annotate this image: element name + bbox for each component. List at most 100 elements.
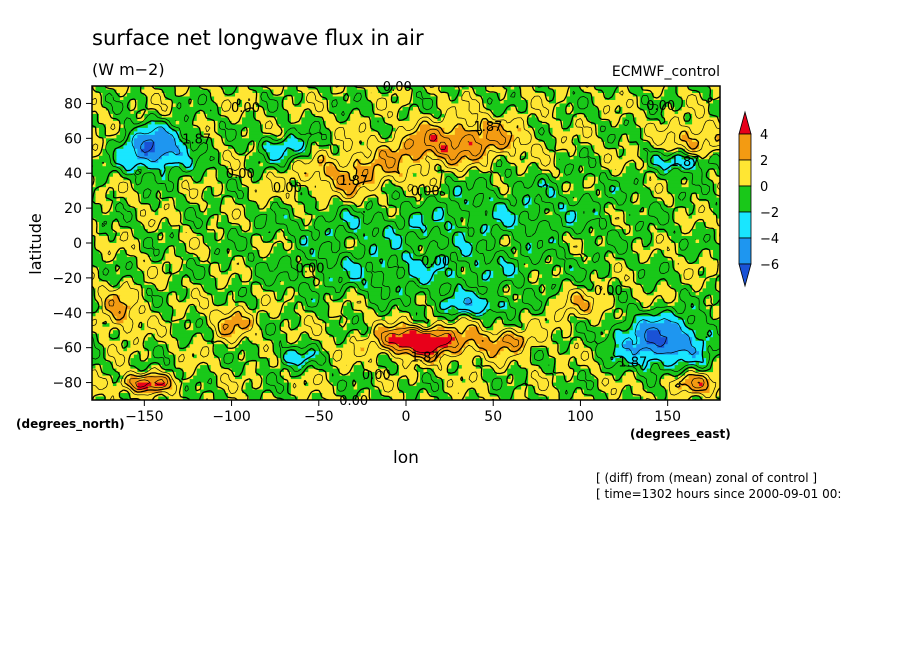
field-cell-1779 <box>465 267 505 272</box>
field-cell-4 <box>144 86 156 91</box>
field-cell-2138 <box>189 305 198 310</box>
field-cell-2732 <box>678 361 690 366</box>
field-cell-688 <box>426 152 435 157</box>
field-cell-73 <box>521 89 536 94</box>
field-cell-3076 <box>228 396 250 400</box>
field-cell-1839 <box>364 274 411 279</box>
field-cell-902 <box>524 173 554 178</box>
field-cell-622 <box>594 145 606 150</box>
field-cell-2524 <box>615 340 627 345</box>
field-cell-428 <box>549 124 564 129</box>
field-cell-310 <box>207 113 222 118</box>
field-cell-1601 <box>210 249 229 255</box>
field-cell-2333 <box>493 323 505 328</box>
field-cell-2679 <box>269 358 281 363</box>
field-cell-2244 <box>207 316 233 321</box>
field-cell-2261 <box>437 316 459 321</box>
field-cell-1553 <box>510 243 529 248</box>
field-cell-594 <box>92 145 107 150</box>
field-cell-1932 <box>203 284 219 289</box>
field-cell-3042 <box>311 393 323 398</box>
field-cell-2396 <box>465 330 480 335</box>
field-cell-2726 <box>569 361 578 366</box>
field-cell-1929 <box>154 284 170 289</box>
field-cell-2336 <box>573 323 592 328</box>
field-cell-1473 <box>203 236 219 241</box>
field-cell-858 <box>444 169 470 174</box>
field-cell-20 <box>395 86 407 91</box>
field-cell-2551 <box>465 344 480 349</box>
field-cell-1161 <box>388 201 418 206</box>
field-cell-1361 <box>706 222 720 227</box>
field-cell-1668 <box>200 256 212 262</box>
field-cell-328 <box>531 113 536 118</box>
field-cell-2956 <box>528 382 554 387</box>
field-cell-414 <box>193 124 219 129</box>
field-cell-1100 <box>699 194 718 199</box>
field-cell-2006 <box>357 291 400 296</box>
field-cell-659 <box>594 148 620 153</box>
field-cell-357 <box>371 117 386 122</box>
field-cell-2144 <box>304 305 330 310</box>
field-cell-353 <box>301 117 323 122</box>
field-cell-1676 <box>346 256 351 262</box>
field-cell-2188 <box>399 309 428 314</box>
field-cell-2005 <box>346 291 358 296</box>
field-cell-1815 <box>503 270 519 275</box>
field-cell-2704 <box>221 361 250 366</box>
field-cell-1571 <box>252 246 275 251</box>
field-cell-635 <box>179 148 191 153</box>
field-cell-2711 <box>332 361 362 366</box>
field-cell-1784 <box>569 267 575 272</box>
field-cell-2678 <box>245 358 271 363</box>
field-cell-2933 <box>165 382 173 387</box>
field-cell-687 <box>378 152 428 157</box>
field-cell-1273 <box>695 211 714 216</box>
field-cell-819 <box>374 166 383 171</box>
field-cell-630 <box>102 148 118 153</box>
field-cell-2921 <box>622 379 637 384</box>
field-cell-2538 <box>179 344 191 349</box>
field-cell-959 <box>444 180 494 185</box>
field-cell-528 <box>681 134 690 139</box>
field-cell-2014 <box>545 291 561 296</box>
field-cell-1078 <box>297 194 313 199</box>
field-cell-2648 <box>259 354 278 359</box>
field-cell-1916 <box>594 281 613 286</box>
field-cell-1042 <box>297 190 313 195</box>
field-cell-2685 <box>392 358 425 363</box>
field-cell-1024 <box>594 187 613 192</box>
field-cell-1693 <box>685 256 700 262</box>
field-cell-81 <box>643 89 665 94</box>
field-cell-2118 <box>472 302 491 307</box>
field-cell-954 <box>353 180 358 185</box>
field-cell-1039 <box>214 190 226 195</box>
field-cell-2202 <box>622 309 714 314</box>
field-cell-1109 <box>158 197 163 202</box>
field-cell-933 <box>556 176 561 181</box>
field-cell-147 <box>458 96 484 101</box>
field-cell-1699 <box>137 260 152 265</box>
field-cell-491 <box>597 131 644 136</box>
field-cell-2103 <box>235 302 240 307</box>
field-cell-1909 <box>367 281 421 286</box>
field-cell-727 <box>556 155 571 160</box>
field-cell-2127 <box>653 302 669 307</box>
field-cell-2689 <box>482 358 533 363</box>
field-cell-1659 <box>702 253 714 258</box>
field-cell-1983 <box>594 288 609 293</box>
field-cell-2205 <box>95 312 114 317</box>
field-cell-102 <box>332 92 344 98</box>
field-cell-995 <box>681 183 690 188</box>
field-cell-2328 <box>402 323 407 328</box>
field-cell-1917 <box>611 281 623 286</box>
field-cell-1010 <box>381 187 404 192</box>
field-cell-669 <box>102 152 118 157</box>
field-cell-1711 <box>381 260 386 265</box>
field-cell-174 <box>242 99 261 105</box>
field-cell-1177 <box>130 204 152 209</box>
field-cell-2072 <box>315 298 327 303</box>
field-cell-606 <box>262 145 306 150</box>
field-cell-1541 <box>276 243 285 248</box>
